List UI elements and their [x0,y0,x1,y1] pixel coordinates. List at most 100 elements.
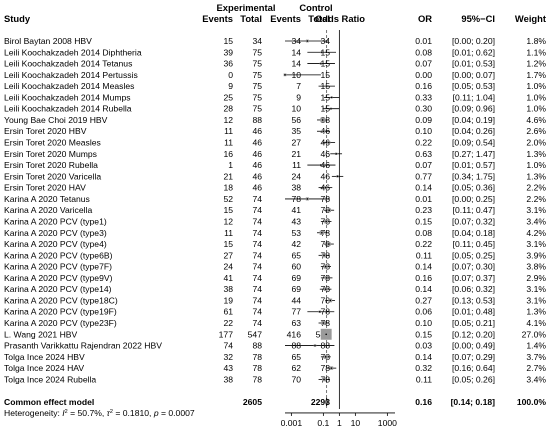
pooled-ctrl-total: 2293 [311,397,330,407]
header-experimental: Experimental [217,2,276,13]
ci-value: [0.04; 0.19] [452,115,495,125]
ctrl-events: 21 [291,149,301,159]
exp-total: 75 [252,47,262,57]
study-point [325,220,327,223]
ctrl-events: 24 [291,171,301,181]
exp-total: 78 [252,352,262,362]
weight-value: 3.8% [526,262,546,272]
or-value: 0.30 [415,104,432,114]
study-point [306,40,309,42]
ci-value: [0.00; 0.20] [452,36,495,46]
exp-events: 15 [223,36,233,46]
header-control: Control [299,2,332,13]
or-value: 0.08 [415,47,432,57]
exp-total: 74 [252,239,262,249]
weight-value: 3.1% [526,284,546,294]
exp-total: 74 [252,284,262,294]
ctrl-events: 65 [291,352,301,362]
or-value: 0.22 [415,239,432,249]
exp-events: 61 [223,307,233,317]
study-point [330,367,333,369]
or-value: 0.03 [415,341,432,351]
ci-value: [0.27; 1.47] [452,149,495,159]
exp-total: 46 [252,138,262,148]
study-label: Karina A 2020 PCV (type23F) [4,318,117,328]
ci-value: [0.00; 0.49] [452,341,495,351]
exp-total: 74 [252,228,262,238]
or-value: 0.10 [415,318,432,328]
or-value: 0.32 [415,363,432,373]
or-value: 0.10 [415,126,432,136]
exp-events: 12 [223,216,233,226]
weight-value: 4.2% [526,228,546,238]
ctrl-events: 53 [291,228,301,238]
x-axis-tick-label: 0.001 [281,418,303,428]
weight-value: 2.6% [526,126,546,136]
header-or: OR [418,13,432,24]
pooled-label: Common effect model [4,397,94,407]
exp-events: 19 [223,295,233,305]
weight-value: 2.9% [526,273,546,283]
pooled-or: 0.16 [415,397,432,407]
ctrl-total: 15 [320,70,330,80]
pooled-ci: [0.14; 0.18] [451,397,496,407]
header-ctrl-events: Events [270,13,301,24]
ci-value: [0.05; 0.36] [452,183,495,193]
ctrl-events: 44 [291,295,301,305]
ci-value: [0.16; 0.64] [452,363,495,373]
weight-value: 1.0% [526,92,546,102]
study-point [322,322,325,324]
exp-total: 75 [252,104,262,114]
exp-total: 74 [252,273,262,283]
exp-total: 74 [252,216,262,226]
exp-total: 75 [252,92,262,102]
or-value: 0.11 [416,374,432,384]
study-point [284,74,286,76]
header-odds-ratio: Odds Ratio [315,13,365,24]
exp-events: 11 [224,138,233,148]
or-value: 0.00 [415,70,432,80]
exp-events: 52 [223,194,233,204]
ci-value: [0.12; 0.20] [452,329,495,339]
ctrl-events: 65 [291,250,301,260]
or-value: 0.14 [415,183,432,193]
exp-events: 38 [223,284,233,294]
weight-value: 3.1% [526,295,546,305]
study-label: Ersin Toret 2020 Varicella [4,171,101,181]
study-label: L. Wang 2021 HBV [4,329,78,339]
or-value: 0.07 [415,160,432,170]
x-axis-tick-label: 1 [337,418,342,428]
study-label: Karina A 2020 Tetanus [4,194,90,204]
weight-value: 3.1% [526,205,546,215]
ci-value: [0.00; 0.25] [452,194,495,204]
ci-value: [0.07; 0.32] [452,216,495,226]
study-point [325,277,328,279]
ci-value: [0.07; 0.29] [452,352,495,362]
study-label: Birol Baytan 2008 HBV [4,36,92,46]
header-weight: Weight [515,13,546,24]
or-value: 0.77 [415,171,432,181]
pooled-diamond [325,397,328,407]
weight-value: 2.2% [526,194,546,204]
exp-events: 43 [223,363,233,373]
pooled-weight: 100.0% [517,397,547,407]
heterogeneity-text: Heterogeneity: I2 = 50.7%, τ2 = 0.1810, … [4,408,195,418]
exp-events: 15 [223,239,233,249]
ctrl-events: 62 [291,363,301,373]
ci-value: [0.05; 0.53] [452,81,495,91]
or-value: 0.06 [415,307,432,317]
study-point [323,254,325,257]
study-label: Leili Koochakzadeh 2014 Mumps [4,92,131,102]
weight-value: 1.2% [526,59,546,69]
exp-total: 74 [252,307,262,317]
exp-total: 74 [252,205,262,215]
study-point [319,310,321,313]
ctrl-events: 69 [291,273,301,283]
or-value: 0.09 [415,115,432,125]
or-value: 0.01 [415,36,432,46]
study-point [330,107,332,110]
or-value: 0.16 [415,273,432,283]
study-point [328,141,330,144]
ctrl-total: 46 [320,171,330,181]
